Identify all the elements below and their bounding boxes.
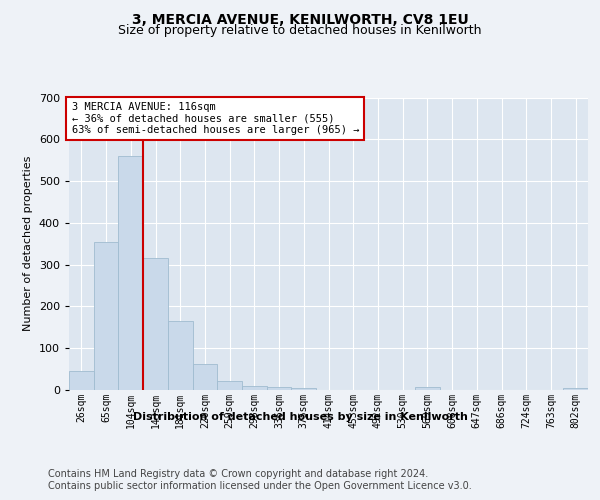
Text: Contains HM Land Registry data © Crown copyright and database right 2024.: Contains HM Land Registry data © Crown c… [48,469,428,479]
Bar [563,388,588,390]
Text: 3 MERCIA AVENUE: 116sqm
← 36% of detached houses are smaller (555)
63% of semi-d: 3 MERCIA AVENUE: 116sqm ← 36% of detache… [71,102,359,135]
Text: Distribution of detached houses by size in Kenilworth: Distribution of detached houses by size … [133,412,467,422]
Text: Contains public sector information licensed under the Open Government Licence v3: Contains public sector information licen… [48,481,472,491]
Bar [118,156,143,390]
Bar [69,371,94,390]
Bar [242,386,267,390]
Bar [217,381,242,390]
Bar [168,321,193,390]
Bar [267,387,292,390]
Bar [94,242,118,390]
Bar [143,258,168,390]
Bar [415,388,440,390]
Text: 3, MERCIA AVENUE, KENILWORTH, CV8 1EU: 3, MERCIA AVENUE, KENILWORTH, CV8 1EU [131,12,469,26]
Bar [193,364,217,390]
Text: Size of property relative to detached houses in Kenilworth: Size of property relative to detached ho… [118,24,482,37]
Bar [292,388,316,390]
Y-axis label: Number of detached properties: Number of detached properties [23,156,33,332]
